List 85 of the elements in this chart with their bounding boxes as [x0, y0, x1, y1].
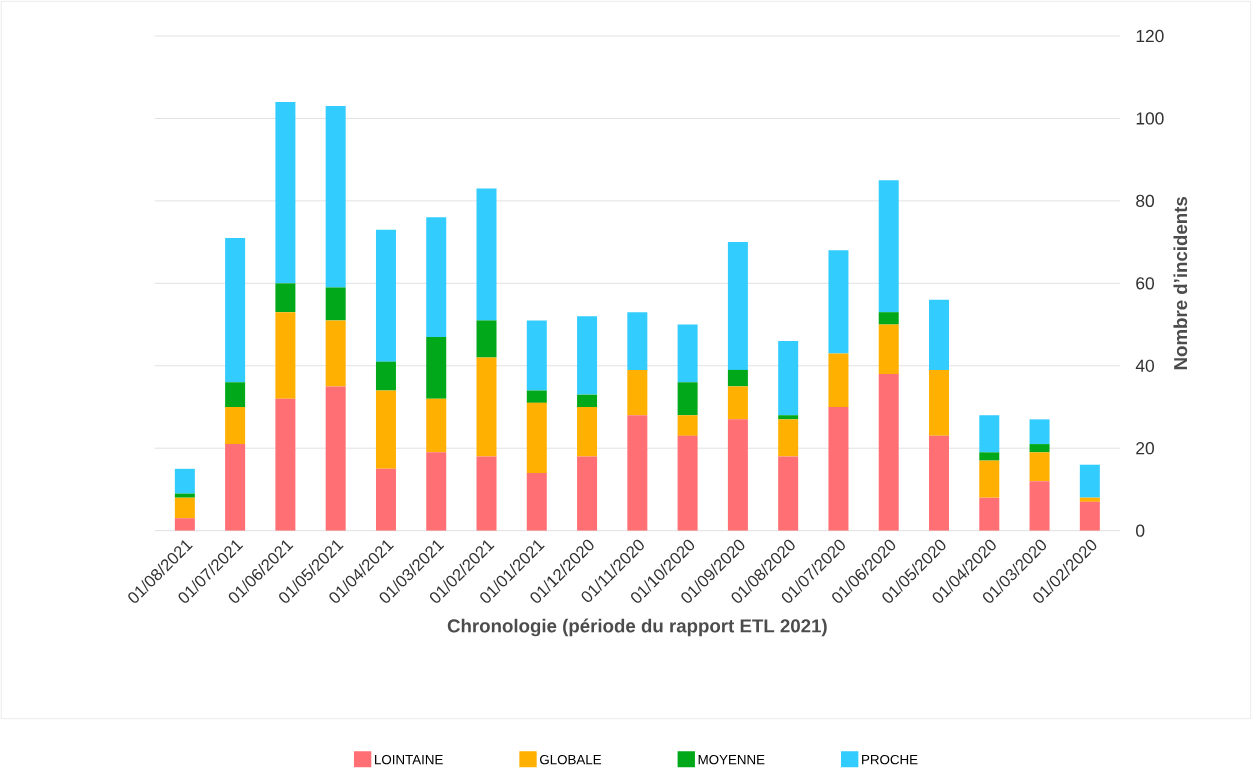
bar: [1079, 502, 1100, 531]
bar: [929, 370, 949, 437]
bar: [979, 415, 1000, 453]
bar: [778, 456, 799, 531]
bar: [1079, 497, 1100, 503]
bar: [577, 456, 598, 531]
legend-label: LOINTAINE: [375, 755, 443, 765]
bar: [1029, 419, 1050, 445]
bar: [526, 320, 547, 391]
bar: [727, 419, 748, 531]
bar: [727, 242, 748, 371]
bar: [878, 180, 899, 313]
y-axis-title: Nombre d’incidents: [1173, 197, 1188, 370]
bar: [677, 382, 698, 416]
bar: [426, 217, 447, 338]
bar: [325, 320, 346, 387]
bar: [979, 452, 1000, 461]
bar: [778, 415, 799, 420]
bar: [225, 238, 246, 383]
bar: [225, 407, 246, 445]
bar: [325, 106, 346, 288]
bar: [375, 229, 396, 362]
bar: [325, 386, 346, 531]
y-tick-label: 40: [1135, 359, 1154, 373]
bar: [375, 469, 396, 531]
bar: [577, 394, 598, 408]
bar: [778, 419, 799, 457]
bar: [627, 415, 648, 531]
legend-label: PROCHE: [862, 755, 918, 765]
bar: [1029, 452, 1050, 482]
bar: [476, 357, 497, 457]
y-tick-label: 0: [1136, 524, 1145, 538]
bar: [577, 316, 598, 395]
bar: [677, 324, 698, 383]
bar: [828, 353, 849, 408]
bar: [878, 374, 899, 531]
bar: [929, 300, 949, 371]
bar: [426, 398, 447, 453]
bar: [627, 370, 648, 416]
bar: [526, 473, 547, 531]
y-tick-label: 100: [1136, 112, 1164, 125]
y-tick-label: 80: [1136, 194, 1154, 208]
bar: [727, 386, 748, 420]
bar: [1079, 464, 1100, 498]
bar: [627, 312, 648, 371]
bar: [1029, 444, 1050, 453]
y-tick-label: 60: [1136, 277, 1154, 290]
legend-label: MOYENNE: [698, 755, 765, 765]
bar: [426, 452, 447, 531]
bar: [375, 390, 396, 470]
bar: [828, 407, 849, 531]
legend-label: GLOBALE: [540, 755, 602, 765]
bar: [174, 469, 195, 494]
bar: [727, 370, 748, 387]
bar: [325, 287, 346, 321]
bar: [979, 497, 1000, 531]
bar: [275, 312, 296, 399]
bar: [476, 320, 497, 358]
bar: [426, 337, 447, 399]
bar: [979, 460, 1000, 498]
bar: [174, 497, 195, 519]
bar: [878, 324, 899, 375]
bar: [225, 444, 246, 531]
bar: [1029, 481, 1050, 531]
bar: [878, 312, 899, 325]
bar: [778, 341, 799, 416]
bar: [225, 382, 246, 408]
bar: [929, 436, 949, 531]
bar: [275, 398, 296, 531]
bar: [275, 283, 296, 313]
bar: [526, 390, 547, 404]
bar: [174, 493, 195, 498]
bar: [677, 436, 698, 531]
bar: [526, 403, 547, 474]
bar: [828, 250, 849, 354]
bar: [677, 415, 698, 437]
bar: [375, 361, 396, 391]
y-tick-label: 120: [1136, 30, 1164, 43]
bar: [577, 407, 598, 457]
bar: [174, 518, 195, 531]
y-tick-label: 20: [1136, 442, 1154, 455]
bar: [476, 456, 497, 531]
x-axis-title: Chronologie (période du rapport ETL 2021): [447, 618, 827, 637]
bar: [275, 102, 296, 284]
bar: [476, 188, 497, 321]
